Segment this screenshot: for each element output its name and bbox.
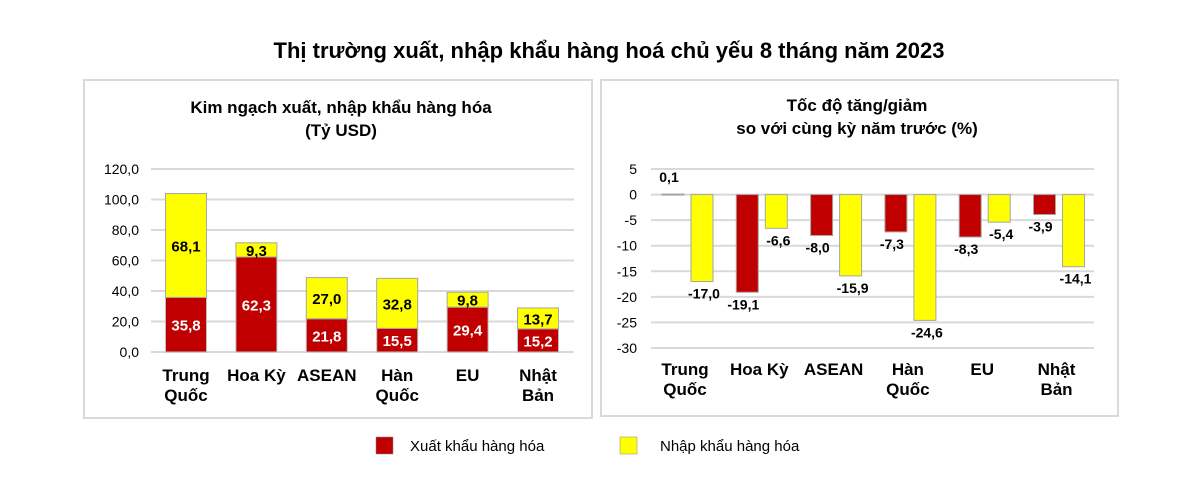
bar-import	[839, 194, 863, 277]
x-tick-label: EU	[456, 366, 480, 385]
x-tick-label: Nhật	[519, 366, 557, 385]
data-label-import: 9,8	[457, 293, 478, 310]
data-label-export: 21,8	[312, 328, 341, 345]
bar-export	[884, 194, 908, 233]
data-label-import: -6,6	[766, 232, 790, 248]
x-tick-label: Trung	[661, 360, 708, 379]
x-tick-label: Quốc	[886, 380, 929, 399]
data-label-export: 15,2	[523, 333, 552, 350]
y-tick-label: -20	[617, 289, 637, 305]
data-label-export: -8,3	[954, 241, 978, 257]
bar-export	[958, 194, 982, 238]
bar-export	[235, 256, 278, 353]
bar-export	[735, 194, 759, 293]
data-label-import: -15,9	[837, 280, 869, 296]
bar-export	[1033, 194, 1056, 216]
legend-label-export: Xuất khẩu hàng hóa	[410, 438, 545, 455]
x-tick-label: Quốc	[375, 386, 418, 405]
x-tick-label: Trung	[162, 366, 209, 385]
y-tick-label: 0	[629, 187, 637, 203]
bar-import	[517, 307, 559, 330]
y-tick-label: -5	[625, 212, 638, 228]
y-tick-label: 80,0	[112, 222, 139, 238]
y-tick-label: 60,0	[112, 253, 139, 269]
bar-import	[446, 291, 489, 308]
legend-swatch-export	[375, 436, 394, 455]
bar-import	[165, 193, 207, 298]
left-plot: 0,0 20,0 40,0 60,0 80,0 100,0 120,0 35,8 68,1 Tru…	[104, 161, 574, 405]
data-label-import: -17,0	[688, 286, 720, 302]
data-label-export: -8,0	[806, 239, 830, 255]
left-chart-title-line2: (Tỷ USD)	[305, 121, 377, 140]
y-tick-label: -15	[617, 263, 637, 279]
bar-import	[305, 277, 348, 320]
x-tick-label: Hàn	[892, 360, 924, 379]
y-tick-label: 120,0	[104, 161, 139, 177]
bar-export	[446, 306, 489, 353]
data-label-import: 9,3	[246, 243, 267, 260]
bar-import	[764, 194, 788, 229]
data-label-import: 32,8	[383, 296, 412, 313]
main-title: Thị trường xuất, nhập khẩu hàng hoá chủ …	[274, 38, 945, 63]
bar-import	[376, 277, 419, 329]
x-tick-label: Quốc	[663, 380, 706, 399]
data-label-import: -14,1	[1060, 271, 1092, 287]
bar-export	[165, 296, 207, 353]
data-label-export: 15,5	[383, 333, 412, 350]
right-chart-title-line2: so với cùng kỳ năm trước (%)	[736, 119, 977, 138]
bar-export	[661, 193, 685, 196]
legend-swatch-import	[619, 436, 638, 455]
x-tick-label: Hoa Kỳ	[227, 366, 286, 385]
bar-export	[305, 318, 348, 353]
x-tick-label: Hàn	[381, 366, 413, 385]
data-label-export: -7,3	[880, 236, 904, 252]
y-tick-label: -25	[617, 314, 637, 330]
x-tick-label: EU	[970, 360, 994, 379]
x-tick-label: Bản	[1040, 380, 1072, 399]
legend: Xuất khẩu hàng hóa Nhập khẩu hàng hóa	[375, 436, 800, 455]
right-plot: -30-25-20-15-10-5050,1-17,0TrungQuốc-19,…	[617, 161, 1094, 399]
y-tick-label: 100,0	[104, 192, 139, 208]
data-label-export: 29,4	[453, 323, 483, 340]
data-label-import: -24,6	[911, 324, 943, 340]
bar-import	[690, 194, 714, 283]
left-chart-title-line1: Kim ngạch xuất, nhập khẩu hàng hóa	[190, 98, 492, 117]
y-tick-label: -10	[617, 238, 637, 254]
data-label-export: 0,1	[659, 169, 679, 185]
bar-import	[235, 242, 278, 258]
right-chart-title-line1: Tốc độ tăng/giảm	[787, 96, 928, 115]
y-tick-label: 0,0	[120, 344, 140, 360]
data-label-import: 27,0	[312, 291, 341, 308]
x-tick-label: ASEAN	[804, 360, 864, 379]
x-tick-label: Hoa Kỳ	[730, 360, 789, 379]
data-label-export: 35,8	[171, 318, 200, 335]
data-label-import: 68,1	[171, 238, 200, 255]
y-tick-label: 20,0	[112, 314, 139, 330]
x-tick-label: Bản	[522, 386, 554, 405]
bar-import	[1062, 194, 1085, 268]
y-tick-label: 40,0	[112, 283, 139, 299]
data-label-import: 13,7	[523, 311, 552, 328]
x-tick-label: ASEAN	[297, 366, 357, 385]
data-label-import: -5,4	[989, 226, 1013, 242]
data-label-export: -19,1	[727, 296, 759, 312]
bar-import	[913, 194, 937, 321]
y-tick-label: -30	[617, 340, 637, 356]
data-label-export: -3,9	[1028, 219, 1052, 235]
legend-label-import: Nhập khẩu hàng hóa	[660, 438, 800, 455]
bar-import	[987, 194, 1011, 223]
data-label-export: 62,3	[242, 297, 271, 314]
x-tick-label: Nhật	[1038, 360, 1076, 379]
bar-export	[810, 194, 834, 236]
y-tick-label: 5	[629, 161, 637, 177]
x-tick-label: Quốc	[164, 386, 207, 405]
